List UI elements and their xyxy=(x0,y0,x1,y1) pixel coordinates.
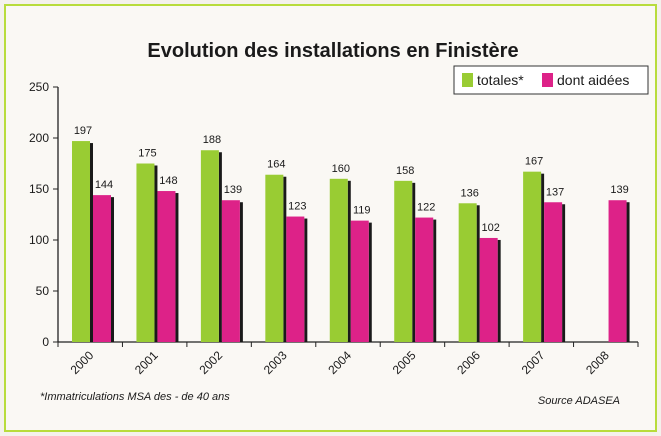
bar-shadow xyxy=(541,173,545,342)
x-tick-label: 2000 xyxy=(68,348,97,377)
bar-shadow xyxy=(433,219,437,342)
data-label: 102 xyxy=(481,222,499,234)
legend-swatch-totales xyxy=(462,73,473,87)
x-tick-label: 2006 xyxy=(454,348,483,377)
bar-shadow xyxy=(368,222,372,342)
data-label: 167 xyxy=(525,156,543,168)
bar-dont-aidees xyxy=(415,217,434,342)
bars xyxy=(72,141,630,342)
data-label: 148 xyxy=(159,175,177,187)
chart-title: Evolution des installations en Finistère xyxy=(147,40,518,62)
data-label: 139 xyxy=(224,184,242,196)
legend-label-totales: totales* xyxy=(477,72,524,88)
data-label: 139 xyxy=(610,184,628,196)
bar-dont-aidees xyxy=(93,195,111,342)
y-tick-label: 100 xyxy=(29,233,49,247)
data-label: 164 xyxy=(267,159,285,171)
bar-dont-aidees xyxy=(157,191,176,342)
bar-shadow xyxy=(626,202,630,342)
bar-totales xyxy=(329,178,348,342)
bar-shadow xyxy=(111,197,114,342)
y-tick-label: 250 xyxy=(29,80,49,94)
data-label: 188 xyxy=(203,134,221,146)
data-label: 119 xyxy=(353,205,371,217)
bar-dont-aidees xyxy=(286,216,305,342)
data-label: 158 xyxy=(396,165,414,177)
bar-shadow xyxy=(239,202,243,342)
bar-totales xyxy=(458,203,477,342)
bar-dont-aidees xyxy=(544,202,563,342)
x-tick-label: 2004 xyxy=(325,348,354,377)
x-tick-label: 2008 xyxy=(583,348,612,377)
bar-shadow xyxy=(175,193,179,342)
bar-totales xyxy=(523,171,542,342)
bar-totales xyxy=(136,163,155,342)
bar-shadow xyxy=(562,204,566,342)
bar-totales xyxy=(200,150,219,342)
bar-totales xyxy=(72,141,90,342)
bar-dont-aidees xyxy=(350,220,369,342)
x-tick-label: 2001 xyxy=(132,348,161,377)
legend-label-dont-aidees: dont aidées xyxy=(557,72,629,88)
x-tick-label: 2005 xyxy=(390,348,419,377)
x-tick-label: 2007 xyxy=(519,348,548,377)
data-label: 136 xyxy=(460,187,478,199)
bar-shadow xyxy=(347,180,351,342)
bar-totales xyxy=(265,174,284,342)
y-tick-label: 50 xyxy=(36,284,50,298)
data-label: 122 xyxy=(417,202,435,214)
data-label: 175 xyxy=(138,148,156,160)
x-tick-label: 2003 xyxy=(261,348,290,377)
y-tick-label: 0 xyxy=(42,335,49,349)
bar-dont-aidees xyxy=(221,200,240,342)
y-tick-label: 200 xyxy=(29,131,49,145)
data-label: 137 xyxy=(546,186,564,198)
data-labels: 197 144 175 148 188 139 164 123 160 119 158 122 136 1… xyxy=(74,125,629,234)
legend-swatch-dont-aidees xyxy=(542,73,553,87)
data-label: 123 xyxy=(288,201,306,213)
legend: totales* dont aidées xyxy=(453,65,649,95)
bar-shadow xyxy=(476,205,480,342)
bar-shadow xyxy=(304,218,308,342)
data-label: 144 xyxy=(95,179,113,191)
bar-dont-aidees xyxy=(608,200,627,342)
y-tick-label: 150 xyxy=(29,182,49,196)
footnote: *Immatriculations MSA des - de 40 ans xyxy=(40,391,230,403)
data-label: 197 xyxy=(74,125,92,137)
data-label: 160 xyxy=(332,163,350,175)
bar-shadow xyxy=(154,165,158,342)
bar-shadow xyxy=(412,182,416,342)
bar-shadow xyxy=(90,143,93,342)
bar-totales xyxy=(394,180,413,342)
bar-dont-aidees xyxy=(479,237,498,342)
x-tick-labels: 2000 2001 2002 2003 2004 2005 2006 2007 2008 xyxy=(68,348,613,377)
source-note: Source ADASEA xyxy=(538,395,620,407)
x-tick-label: 2002 xyxy=(196,348,225,377)
bar-shadow xyxy=(497,239,501,342)
bar-shadow xyxy=(218,152,222,342)
bar-shadow xyxy=(283,176,287,342)
